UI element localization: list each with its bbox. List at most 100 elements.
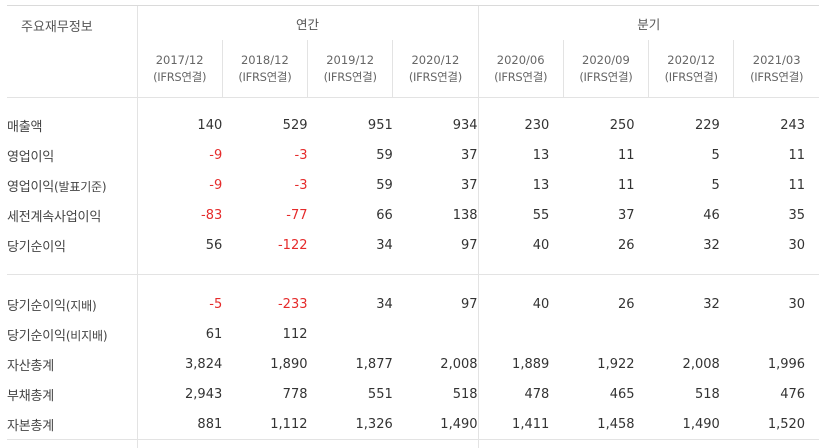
- value-cell: [734, 319, 819, 349]
- value-cell: 55: [477, 200, 564, 230]
- value-cell: 1,996: [767, 356, 806, 372]
- value-cell: 478: [477, 379, 564, 409]
- row-label-text: 영업이익: [7, 179, 55, 195]
- group-header-row: 주요재무정보 연간 분기: [7, 5, 820, 98]
- value-cell: 1,490: [440, 416, 478, 432]
- row-label[interactable]: 당기순이익(비지배): [7, 319, 137, 349]
- value-cell: [477, 319, 564, 349]
- value-cell: 2,008: [682, 356, 720, 372]
- value-cell: 5: [711, 177, 720, 193]
- period-header[interactable]: 2020/06 (IFRS연결): [477, 40, 564, 98]
- period-date: 2017/12: [155, 52, 204, 67]
- value-cell: 1,490: [682, 416, 720, 432]
- value-cell: 551: [367, 386, 393, 402]
- spacer-row: [7, 97, 819, 110]
- value-cell: 1,411: [477, 409, 564, 440]
- value-cell: 11: [788, 177, 806, 193]
- value-cell: 37: [460, 147, 478, 163]
- value-cell: 1,326: [355, 416, 393, 432]
- table-row: 당기순이익(지배) -5 -233 34 97 40 26 32 30: [7, 289, 819, 319]
- row-label[interactable]: 당기순이익: [7, 230, 137, 260]
- period-date: 2019/12: [326, 52, 375, 67]
- financial-table: 주요재무정보 연간 분기 2017/12 (IFRS연결) 2018/12 (IFRS…: [7, 5, 820, 448]
- value-cell: 1,520: [767, 416, 806, 432]
- table-row: 자산총계 3,824 1,890 1,877 2,008 1,889 1,922 2,008 1…: [7, 349, 819, 379]
- value-cell: 13: [477, 170, 564, 200]
- value-cell: [563, 319, 648, 349]
- row-label-qualifier: (발표기준): [54, 179, 107, 194]
- value-cell: 250: [609, 117, 635, 133]
- row-label[interactable]: 자본총계: [7, 409, 137, 440]
- value-cell: 11: [788, 147, 806, 163]
- row-label-text: 자산총계: [7, 358, 55, 374]
- value-cell: 2,008: [440, 356, 478, 372]
- period-date: 2018/12: [240, 52, 289, 67]
- spacer-row: [7, 274, 819, 289]
- value-cell: 3,824: [136, 349, 223, 379]
- row-label[interactable]: 영업이익(발표기준): [7, 170, 137, 200]
- spacer-row: [7, 439, 820, 448]
- value-cell: 40: [477, 289, 564, 319]
- value-cell: -5: [136, 289, 223, 319]
- value-cell: 32: [703, 237, 720, 253]
- row-label-qualifier: (지배): [65, 298, 97, 313]
- value-cell: 61: [136, 319, 223, 349]
- value-cell: 97: [460, 296, 478, 312]
- value-cell: 1,922: [597, 356, 635, 372]
- value-cell: 934: [452, 117, 478, 133]
- row-label-text: 당기순이익: [7, 298, 66, 314]
- value-cell: 243: [780, 117, 806, 133]
- period-date: 2020/09: [582, 52, 630, 67]
- row-label[interactable]: 부채총계: [7, 379, 137, 409]
- row-label[interactable]: 자산총계: [7, 349, 137, 379]
- table-row: 당기순이익 56 -122 34 97 40 26 32 30: [7, 230, 819, 260]
- row-label[interactable]: 세전계속사업이익: [7, 200, 137, 230]
- period-basis: (IFRS연결): [750, 69, 804, 84]
- value-cell: 518: [694, 386, 720, 402]
- period-header[interactable]: 2020/12 (IFRS연결): [392, 40, 479, 98]
- row-label[interactable]: 당기순이익(지배): [7, 289, 137, 319]
- value-cell: 881: [136, 409, 223, 440]
- period-header[interactable]: 2017/12 (IFRS연결): [136, 40, 223, 98]
- value-cell: 112: [282, 326, 308, 342]
- value-cell: 26: [617, 296, 635, 312]
- value-cell: 5: [711, 147, 720, 163]
- period-header[interactable]: 2018/12 (IFRS연결): [221, 40, 308, 98]
- row-label-text: 영업이익: [7, 149, 55, 165]
- value-cell: 32: [703, 296, 720, 312]
- period-date: 2020/12: [667, 52, 716, 67]
- value-cell: 30: [788, 296, 806, 312]
- table-row: 자본총계 881 1,112 1,326 1,490 1,411 1,458 1,490 1,5…: [7, 409, 819, 440]
- row-label[interactable]: 영업이익: [7, 140, 137, 170]
- row-label-text: 자본총계: [7, 418, 55, 434]
- value-cell: 11: [617, 147, 635, 163]
- value-cell: [308, 319, 393, 349]
- value-cell: 229: [694, 117, 720, 133]
- row-label[interactable]: 매출액: [7, 110, 137, 140]
- value-cell: -3: [294, 177, 308, 193]
- value-cell: [393, 319, 478, 349]
- period-header[interactable]: 2019/12 (IFRS연결): [306, 40, 393, 98]
- value-cell: 37: [460, 177, 478, 193]
- value-cell: 13: [477, 140, 564, 170]
- period-header-row: 2017/12 (IFRS연결) 2018/12 (IFRS연결) 2019/12 (IF…: [7, 40, 820, 98]
- value-cell: 26: [617, 237, 635, 253]
- period-basis: (IFRS연결): [664, 69, 718, 84]
- period-header[interactable]: 2020/09 (IFRS연결): [562, 40, 649, 98]
- value-cell: 59: [376, 177, 393, 193]
- value-cell: 138: [452, 207, 478, 223]
- table-row: 영업이익(발표기준) -9 -3 59 37 13 11 5 11: [7, 170, 819, 200]
- value-cell: 40: [477, 230, 564, 260]
- balance-section: 당기순이익(지배) -5 -233 34 97 40 26 32 30 당기순이익(비지배) 61 1…: [7, 274, 820, 448]
- value-cell: 1,890: [270, 356, 308, 372]
- period-date: 2020/12: [411, 52, 460, 67]
- annual-group-header: 연간: [136, 5, 479, 40]
- period-header[interactable]: 2021/03 (IFRS연결): [733, 40, 820, 98]
- period-header[interactable]: 2020/12 (IFRS연결): [648, 40, 734, 98]
- value-cell: 1,458: [597, 416, 635, 432]
- row-label-text: 세전계속사업이익: [7, 209, 102, 225]
- value-cell: 518: [452, 386, 478, 402]
- table-row: 부채총계 2,943 778 551 518 478 465 518 476: [7, 379, 819, 409]
- period-basis: (IFRS연결): [579, 69, 633, 84]
